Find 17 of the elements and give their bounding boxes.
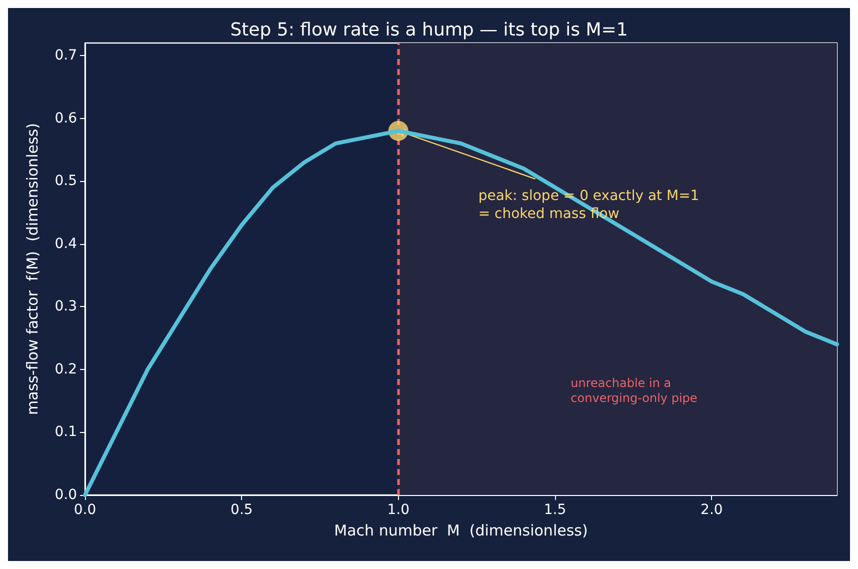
x-axis-title: Mach number M (dimensionless) <box>334 522 588 540</box>
x-tick-label: 1.0 <box>387 502 410 518</box>
y-tick-label: 0.3 <box>54 298 77 315</box>
y-tick-label: 0.0 <box>54 487 77 503</box>
y-tick-label: 0.6 <box>54 110 78 126</box>
y-tick-label: 0.1 <box>54 424 77 440</box>
chart-title: Step 5: flow rate is a hump — its top is M=1 <box>230 20 628 40</box>
y-tick-label: 0.2 <box>54 361 77 378</box>
y-tick-label: 0.4 <box>54 236 78 252</box>
y-tick-label: 0.5 <box>54 173 77 190</box>
x-tick-label: 2.0 <box>700 502 723 518</box>
x-tick-label: 1.5 <box>544 502 566 518</box>
y-axis-title: mass-flow factor f(M) (dimensionless) <box>24 123 42 415</box>
band-label: unreachable in a converging-only pipe <box>570 376 698 406</box>
y-tick-label: 0.7 <box>54 48 77 64</box>
x-tick-label: 0.5 <box>230 502 253 518</box>
x-tick-label: 0.0 <box>74 502 96 518</box>
